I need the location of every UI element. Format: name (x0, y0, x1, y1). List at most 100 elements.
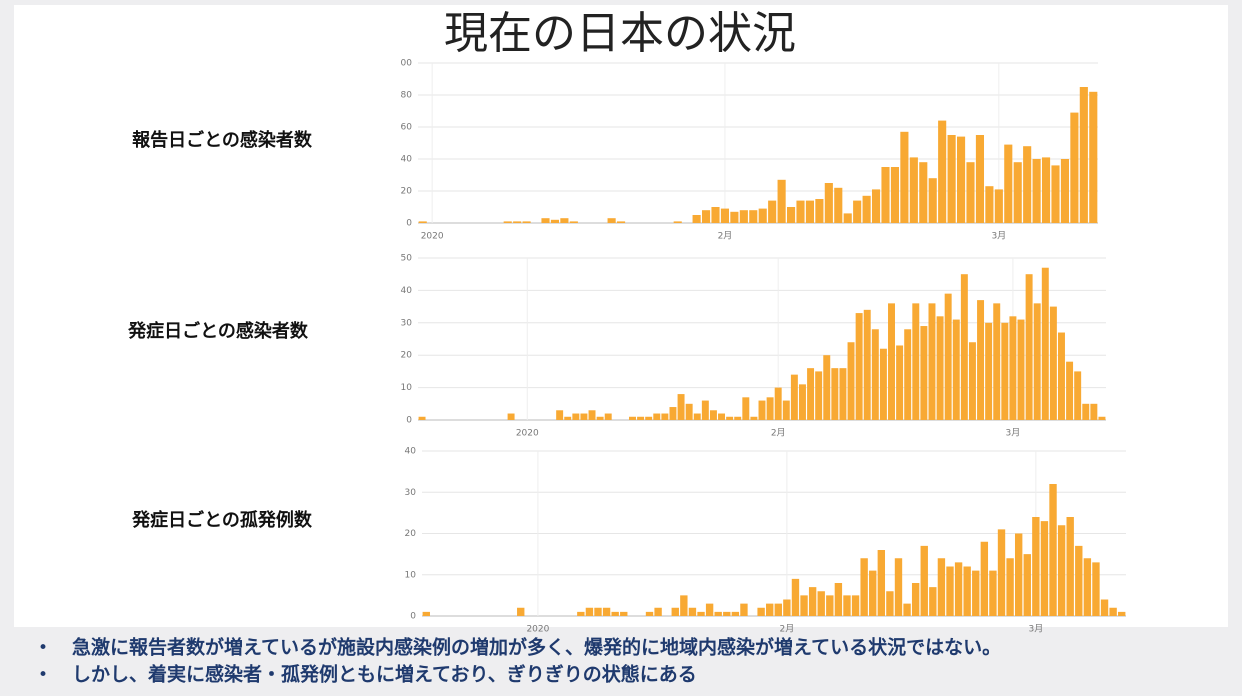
bar (677, 394, 685, 420)
bar (730, 211, 739, 223)
bar (860, 558, 868, 616)
bar (604, 413, 612, 420)
bar (645, 611, 654, 616)
bar (985, 186, 994, 223)
bar (556, 410, 564, 420)
bar (718, 413, 726, 420)
x-tick-label: 2020 (526, 625, 549, 635)
bar (1014, 533, 1023, 616)
bar (1006, 558, 1014, 616)
bar (1074, 371, 1082, 420)
y-tick-label: 0 (406, 416, 412, 426)
bar (1001, 322, 1009, 420)
bar (855, 313, 863, 420)
y-tick-label: 20 (401, 187, 413, 197)
bar (928, 178, 937, 223)
bar (807, 368, 815, 420)
bar (980, 541, 989, 616)
bar (758, 400, 766, 420)
bar (503, 221, 512, 223)
bar (774, 603, 782, 616)
bar (886, 591, 894, 616)
bar (877, 550, 886, 616)
bar (685, 403, 693, 420)
bar (711, 207, 720, 223)
bar (517, 607, 525, 616)
bar (726, 416, 734, 420)
bar (824, 183, 833, 223)
bar (952, 319, 960, 420)
bar (912, 303, 920, 420)
bar (422, 611, 430, 616)
bar (740, 603, 748, 616)
bar (709, 410, 717, 420)
bar (786, 207, 796, 223)
bar (993, 303, 1001, 420)
bar (834, 583, 843, 616)
bar (879, 348, 887, 420)
bar (1032, 159, 1041, 223)
bar (507, 413, 515, 420)
x-tick-label: 2020 (516, 429, 539, 439)
bar (768, 200, 777, 223)
y-tick-label: 0 (410, 612, 416, 622)
bar (1017, 319, 1025, 420)
x-tick-label: 2020 (421, 232, 444, 242)
bar (946, 566, 954, 616)
bar (871, 189, 881, 223)
bar (739, 210, 748, 223)
bar (749, 210, 758, 223)
slide-title: 現在の日本の状況 (444, 8, 796, 59)
bar (896, 345, 904, 420)
x-tick-label: 2月 (718, 231, 733, 242)
bar (1051, 165, 1060, 223)
bar (851, 595, 860, 616)
y-tick-label: 20 (401, 351, 413, 361)
bar (673, 221, 682, 223)
bar (585, 607, 594, 616)
bar (680, 595, 688, 616)
bar (903, 603, 911, 616)
bullet: しかし、着実に感染者・孤発例ともに増えており、ぎりぎりの状態にある (72, 663, 697, 686)
x-tick-label: 2月 (771, 428, 786, 439)
bar (929, 587, 937, 616)
bar (701, 210, 711, 223)
bar (661, 413, 669, 420)
bar (1075, 545, 1083, 616)
bar (823, 355, 831, 420)
bar (564, 416, 572, 420)
bar (577, 611, 585, 616)
bar (853, 200, 862, 223)
bar (723, 611, 731, 616)
bar (418, 416, 426, 420)
bar (714, 611, 722, 616)
bar (1023, 554, 1031, 616)
bar (894, 558, 903, 616)
bar (791, 578, 800, 616)
bar (1070, 112, 1079, 223)
y-tick-label: 40 (405, 447, 417, 457)
x-tick-label: 3月 (1028, 624, 1043, 635)
bar (1109, 607, 1117, 616)
bar (1004, 144, 1013, 223)
bar (607, 218, 616, 223)
bar (560, 218, 569, 223)
bar (1098, 416, 1106, 420)
bar (766, 397, 774, 420)
x-tick-label: 2月 (780, 624, 795, 635)
bar (701, 400, 709, 420)
bar (911, 583, 920, 616)
chart-label: 報告日ごとの感染者数 (132, 129, 313, 151)
bar (960, 274, 968, 420)
bar (654, 607, 662, 616)
y-tick-label: 80 (401, 91, 413, 101)
y-tick-label: 40 (401, 286, 413, 296)
bar (653, 413, 661, 420)
bar (815, 371, 823, 420)
bar (839, 368, 847, 420)
bar (1040, 521, 1049, 616)
bar (956, 136, 966, 223)
bar (1090, 403, 1098, 420)
bullet-dot: • (38, 638, 48, 658)
